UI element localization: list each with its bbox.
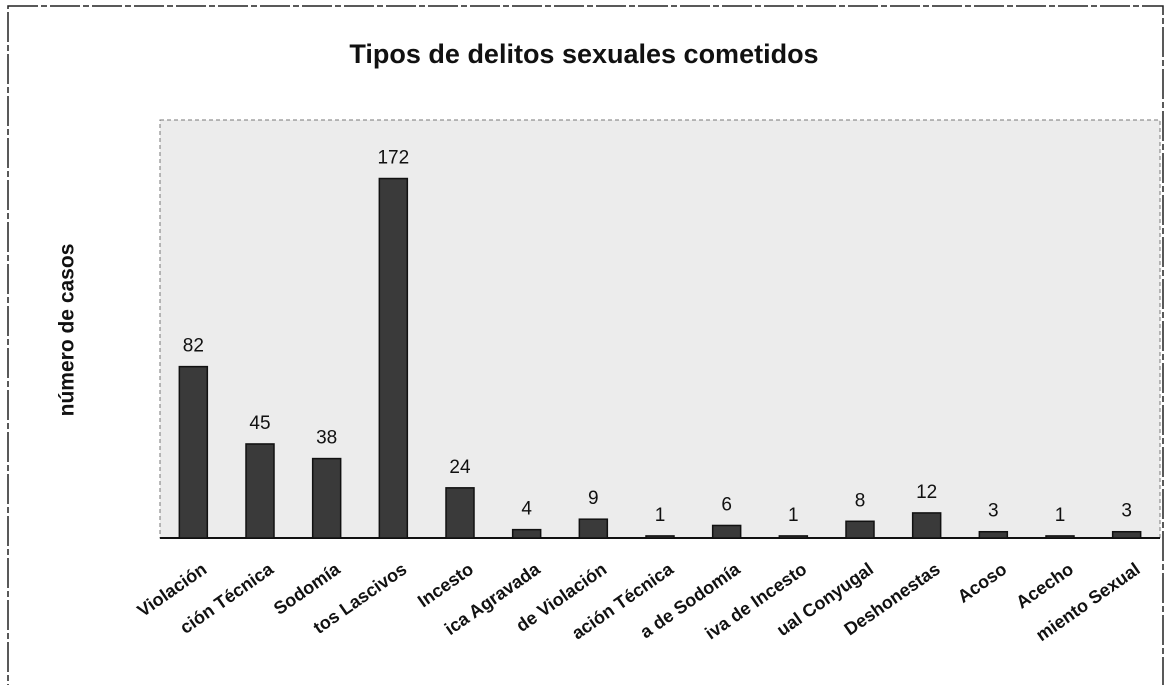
data-label: 45 <box>249 413 270 434</box>
bar <box>445 487 475 539</box>
bar <box>511 528 542 539</box>
bar <box>1045 535 1075 539</box>
bar <box>578 518 609 539</box>
data-label: 3 <box>988 501 999 522</box>
data-label: 24 <box>449 457 471 478</box>
data-label: 9 <box>588 488 599 509</box>
frame <box>7 5 1164 685</box>
bar <box>311 457 342 539</box>
data-label: 1 <box>655 505 666 526</box>
plot-area <box>159 119 1161 539</box>
data-label: 8 <box>855 490 866 511</box>
bar <box>178 365 209 539</box>
bar <box>245 443 275 539</box>
bar <box>645 535 675 539</box>
bar <box>845 520 875 539</box>
data-label: 6 <box>721 494 732 515</box>
data-label: 3 <box>1121 501 1132 522</box>
data-label: 4 <box>521 499 532 520</box>
data-label: 1 <box>1055 505 1066 526</box>
bar <box>911 512 942 539</box>
chart-title: Tipos de delitos sexuales cometidos <box>349 39 818 69</box>
x-tick-label: Acoso <box>954 559 1011 607</box>
data-label: 172 <box>377 148 409 169</box>
data-label: 1 <box>788 505 799 526</box>
y-axis-title: número de casos <box>56 244 79 417</box>
data-label: 12 <box>916 482 937 503</box>
bar <box>778 535 809 539</box>
bar <box>1111 530 1142 539</box>
data-label: 82 <box>183 336 204 357</box>
data-label: 38 <box>316 428 337 449</box>
bar <box>978 530 1009 539</box>
bar <box>711 524 742 539</box>
bar <box>378 177 409 539</box>
